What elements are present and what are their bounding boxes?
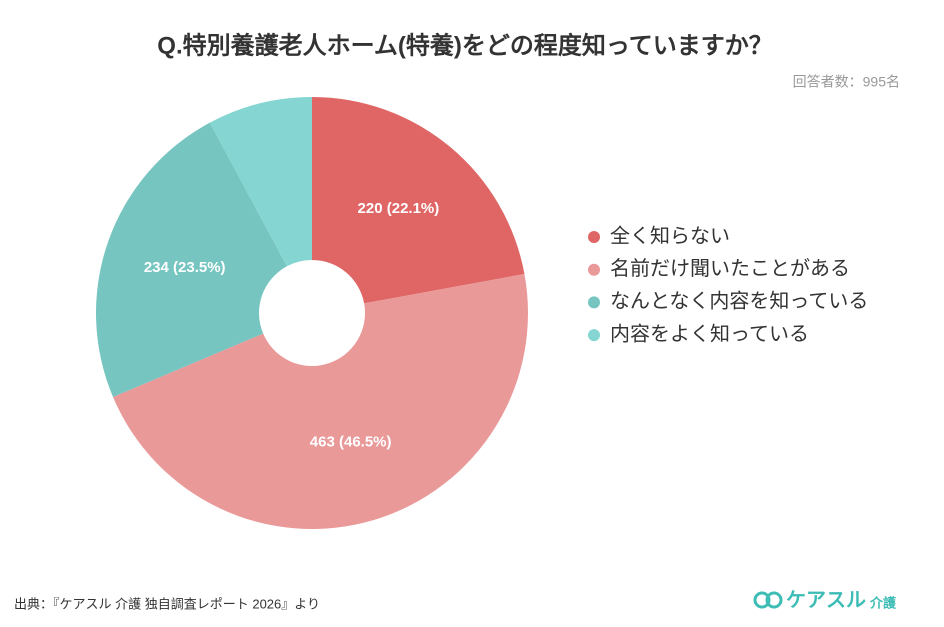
logo-icon [765,591,783,609]
legend-marker [588,263,600,276]
legend-marker [588,296,600,309]
legend-label: 全く知らない [610,224,730,247]
chart-subtitle: 回答者数：995名 [793,74,900,90]
source: 出典：『ケアスル 介護 独自調査レポート 2026』より [14,596,320,611]
logo: ケアスル 介護 [753,588,897,611]
pie-slice [96,122,287,397]
logo-icon [753,591,771,609]
pie-slice [312,97,525,304]
pie-slice [113,274,529,529]
data-label: 463 (46.5%) [310,433,392,450]
legend-marker [588,231,600,243]
legend-label: なんとなく内容を知っている [610,290,868,313]
pie-slice [209,97,312,267]
legend-label: 名前だけ聞いたことがある [610,257,850,280]
legend-marker [588,329,600,342]
legend-label: 内容をよく知っている [610,322,809,345]
data-label: 234 (23.5%) [144,259,226,276]
data-label: 220 (22.1%) [358,200,440,217]
chart-title: Q.特別養護老人ホーム(特養)をどの程度知っていますか？ [157,31,772,59]
logo-sub: 介護 [869,595,897,610]
logo-text: ケアスル [786,588,866,611]
